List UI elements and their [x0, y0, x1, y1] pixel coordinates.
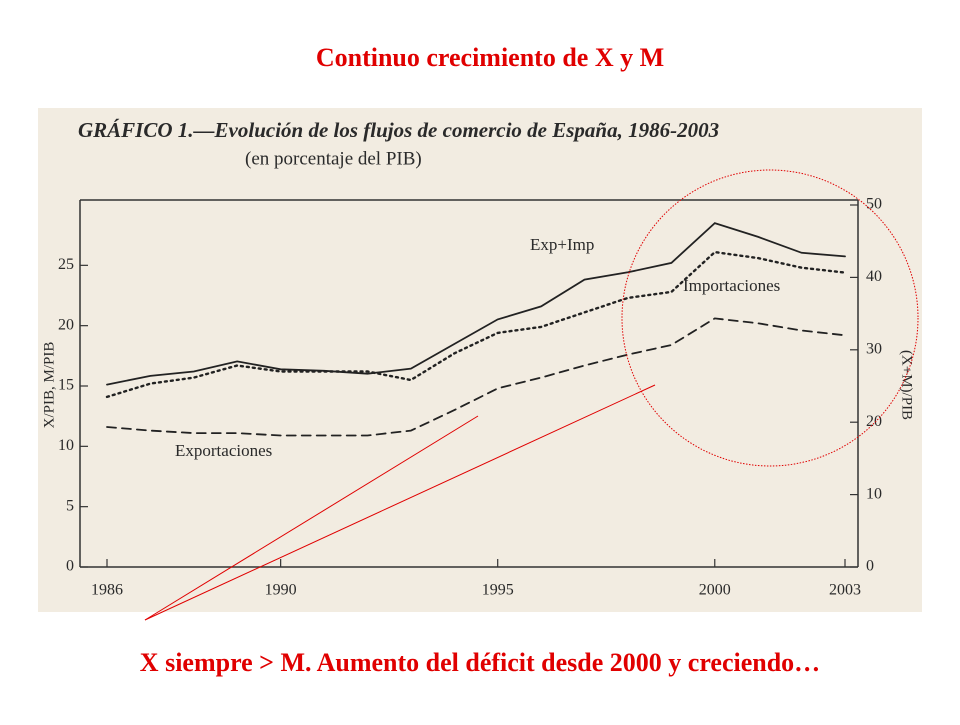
- series-line: [106, 222, 846, 386]
- pointer-line: [144, 415, 479, 621]
- y2-tick-label: 10: [866, 485, 882, 502]
- y-axis-label: X/PIB, M/PIB: [41, 342, 57, 429]
- plot: 0 5 10 15 20 25 0 10 20 30 40 50 1986 1990 1995 2000 200…: [58, 196, 882, 599]
- x-tick-label: 1990: [265, 582, 297, 599]
- series-label: Importaciones: [683, 276, 780, 295]
- x-tick-label: 1986: [91, 582, 123, 599]
- y2-tick-label: 30: [866, 340, 882, 357]
- y2-tick-label: 40: [866, 268, 882, 285]
- chart-title: GRÁFICO 1.—Evolución de los flujos de co…: [78, 118, 719, 142]
- y2-tick-label: 20: [866, 413, 882, 430]
- x-tick-label: 2003: [829, 582, 861, 599]
- series-line: [105, 250, 847, 399]
- y-tick-label: 20: [58, 316, 74, 333]
- series-label: Exportaciones: [175, 441, 272, 460]
- series-label: Exp+Imp: [530, 235, 594, 254]
- y-tick-label: 25: [58, 256, 74, 273]
- highlight-circle: [621, 169, 919, 467]
- y-tick-label: 0: [66, 558, 74, 575]
- slide-note: X siempre > M. Aumento del déficit desde…: [140, 648, 820, 677]
- x-tick-label: 1995: [482, 582, 514, 599]
- scan-background: [38, 108, 922, 612]
- y2-tick-label: 50: [866, 196, 882, 213]
- slide-title: Continuo crecimiento de X y M: [316, 43, 664, 72]
- y-tick-label: 10: [58, 437, 74, 454]
- pointer-line: [144, 384, 656, 621]
- y2-axis-label: (X+M)/PIB: [899, 350, 915, 420]
- chart-subtitle: (en porcentaje del PIB): [245, 148, 422, 169]
- x-tick-label: 2000: [699, 582, 731, 599]
- series-line: [106, 317, 846, 437]
- y-tick-label: 5: [66, 497, 74, 514]
- y-tick-label: 15: [58, 377, 74, 394]
- y2-tick-label: 0: [866, 558, 874, 575]
